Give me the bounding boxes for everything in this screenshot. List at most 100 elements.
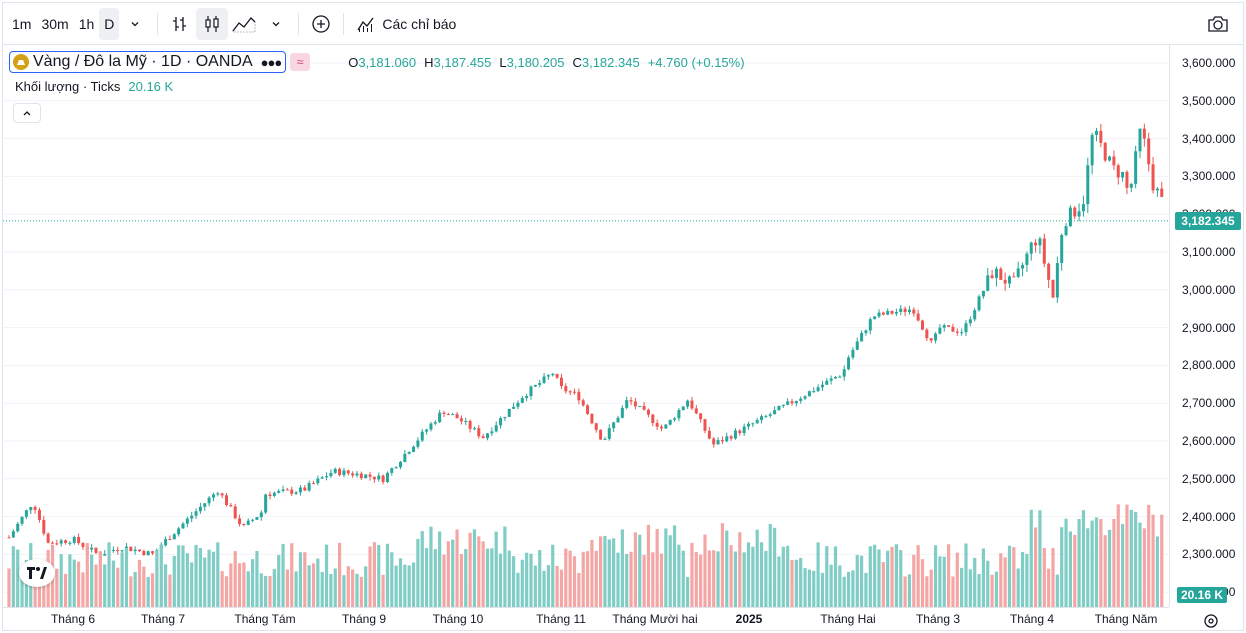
more-options-icon[interactable]: ●●● [260, 54, 283, 70]
volume-bar [124, 547, 129, 607]
candle-body [838, 376, 842, 378]
candle-body [316, 478, 320, 484]
candle-body [103, 553, 107, 556]
volume-bar [494, 531, 498, 607]
volume-bar [103, 564, 107, 607]
volume-bar [420, 531, 424, 607]
candle-body [773, 410, 777, 415]
interval-1m-button[interactable]: 1m [12, 15, 32, 32]
symbol-flag-icon[interactable]: ≈ [290, 53, 311, 71]
chart-type-dropdown-chevron-icon[interactable] [260, 8, 292, 40]
candle-body [359, 473, 363, 479]
candle-body [1086, 165, 1090, 205]
candle-body [999, 268, 1003, 280]
interval-d-button[interactable]: D [99, 7, 120, 40]
volume-bar [498, 553, 503, 607]
candle-body [1090, 134, 1094, 166]
price-tick-label: 2,700.000 [1182, 396, 1236, 411]
area-chart-type-icon[interactable] [228, 8, 260, 40]
candle-body [886, 310, 890, 315]
volume-bar [720, 523, 724, 607]
volume-bar [394, 565, 398, 607]
volume-bar [638, 534, 642, 607]
volume-bar [712, 550, 716, 607]
candle-body [312, 483, 315, 485]
volume-bar [94, 564, 98, 607]
indicators-button[interactable]: Các chỉ báo [350, 14, 462, 34]
candle-body [1064, 226, 1068, 236]
volume-bar [37, 567, 42, 607]
candle-body [116, 550, 120, 552]
candle-body [1051, 279, 1055, 298]
volume-bar [1055, 574, 1059, 607]
volume-bar [1020, 552, 1025, 607]
candle-body [399, 461, 402, 468]
camera-snapshot-icon[interactable] [1203, 9, 1233, 39]
candle-body [929, 338, 933, 341]
candle-body [416, 440, 420, 447]
volume-bar [351, 569, 355, 607]
volume-bar [16, 549, 20, 607]
volume-bar [1077, 519, 1081, 607]
volume-bar [707, 550, 711, 607]
candle-body [51, 542, 54, 544]
candle-body [546, 375, 550, 377]
candle-body [986, 275, 990, 291]
interval-dropdown-chevron-icon[interactable] [119, 8, 151, 40]
candle-body [151, 551, 155, 554]
time-axis[interactable]: Tháng 6 Tháng 7 Tháng Tám Tháng 9 Tháng 10 Th… [3, 607, 1169, 631]
candle-body [921, 320, 924, 330]
volume-bar [90, 554, 94, 607]
volume-bar [137, 559, 142, 607]
candle-body [455, 414, 459, 419]
price-chart-canvas[interactable] [3, 45, 1169, 607]
candle-body [229, 505, 233, 507]
volume-bar [759, 542, 764, 607]
volume-bar [81, 572, 85, 607]
volume-bar [1034, 527, 1038, 607]
volume-bar [581, 551, 585, 607]
tradingview-logo[interactable] [19, 559, 55, 587]
candle-body [755, 420, 759, 424]
candles-chart-type-icon[interactable] [196, 7, 229, 40]
compare-add-icon[interactable] [305, 8, 337, 40]
volume-bar [960, 567, 964, 607]
volume-bar [211, 551, 216, 607]
candle-body [507, 408, 511, 417]
volume-bar [833, 546, 838, 607]
candle-body [1012, 276, 1016, 278]
volume-bar [894, 544, 898, 607]
volume-bar [751, 546, 755, 607]
volume-bar [742, 552, 746, 607]
volume-bar [520, 559, 524, 607]
candle-body [555, 373, 559, 378]
axis-settings-icon[interactable] [1201, 611, 1221, 631]
volume-bar [116, 567, 120, 607]
candle-body [385, 472, 389, 482]
candle-body [381, 475, 385, 482]
collapse-legend-button[interactable] [13, 103, 41, 123]
price-tick-label: 3,500.000 [1182, 93, 1236, 108]
candle-body [947, 325, 951, 327]
symbol-selector[interactable]: Vàng / Đô la Mỹ · 1D · OANDA ●●● [9, 51, 287, 73]
bar-chart-type-icon[interactable] [164, 8, 196, 40]
volume-bar [1125, 504, 1129, 607]
candle-body [625, 400, 629, 408]
candle-body [285, 489, 289, 491]
price-axis[interactable]: 3,600.0003,500.0003,400.0003,300.0003,20… [1169, 45, 1243, 607]
candle-body [973, 310, 977, 320]
volume-bar [733, 551, 738, 607]
volume-bar [155, 550, 159, 607]
candle-body [390, 468, 394, 473]
candle-body [964, 323, 968, 333]
candle-body [551, 373, 555, 376]
candle-body [781, 404, 785, 407]
volume-bar [681, 550, 685, 607]
candle-body [955, 331, 959, 333]
candle-body [581, 400, 585, 406]
candle-body [72, 536, 76, 543]
candle-body [603, 438, 607, 440]
interval-30m-button[interactable]: 30m [41, 15, 69, 32]
volume-bar [890, 546, 894, 607]
interval-1h-button[interactable]: 1h [78, 15, 95, 32]
